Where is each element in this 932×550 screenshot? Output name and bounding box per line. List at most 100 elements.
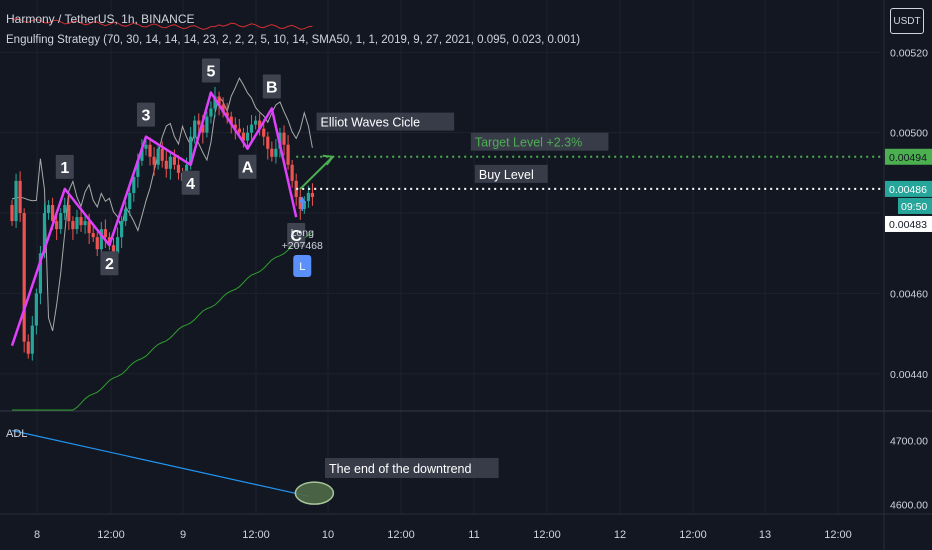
candle-body (124, 209, 128, 222)
adl-pane: The end of the downtrend (11, 429, 499, 505)
currency-button[interactable]: USDT (890, 8, 924, 34)
price-label: 0.00494 (889, 152, 927, 164)
candle-body (233, 124, 237, 129)
candle-body (42, 213, 47, 254)
wave-label: 2 (105, 256, 114, 273)
indicator-legend[interactable]: Engulfing Strategy (70, 30, 14, 14, 14, … (6, 34, 581, 46)
price-label: 0.00483 (889, 219, 927, 231)
time-tick-label: 12 (614, 529, 626, 541)
candle-body (152, 156, 156, 165)
wave-label-box (136, 102, 155, 127)
price-label: 0.00486 (889, 184, 927, 196)
candle-body (51, 205, 55, 222)
candle-body (282, 132, 286, 145)
annotation-text: Elliot Waves Cicle (321, 116, 421, 130)
candle-body (176, 164, 181, 173)
candle-body (229, 116, 233, 125)
signal-text: Long (291, 227, 315, 239)
wave-label: 3 (142, 108, 151, 125)
time-tick-label: 13 (759, 529, 771, 541)
signal-marker-box (293, 255, 312, 278)
price-tick-label: 0.00520 (890, 47, 928, 59)
time-tick-label: 12:00 (533, 529, 561, 541)
time-tick-label: 8 (34, 529, 40, 541)
candle-body (136, 160, 140, 177)
indicator-bands (11, 17, 313, 411)
candle-body (34, 293, 38, 326)
candle-body (302, 200, 306, 210)
time-tick-label: 12:00 (824, 529, 852, 541)
candle-body (217, 96, 221, 105)
time-tick-label: 12:00 (97, 529, 125, 541)
time-tick-label: 9 (180, 529, 186, 541)
candle-body (22, 213, 26, 342)
candle-body (83, 221, 87, 226)
upper-band-line (11, 17, 313, 30)
candle-body (164, 160, 168, 169)
candle-body (128, 192, 132, 210)
candle-body (270, 148, 274, 157)
candle-body (26, 341, 30, 354)
annotation-box (316, 112, 455, 131)
candle-body (71, 221, 75, 230)
adl-tick-label: 4600.00 (890, 499, 928, 511)
candle-body (290, 164, 294, 181)
candle-body (63, 205, 67, 214)
wave-label-box (181, 170, 200, 195)
price-axis[interactable]: 0.00520 0.00500 0.00460 0.00440 4700.00 4600.… (885, 47, 932, 511)
candle-body (59, 213, 63, 230)
adl-annotation-box (325, 458, 499, 478)
annotation-box (470, 132, 609, 151)
candle-body (241, 132, 246, 141)
time-tick-label: 12:00 (679, 529, 707, 541)
price-tick-label: 0.00460 (890, 288, 928, 300)
chart-title: Harmony / TetherUS, 1h, BINANCE (6, 12, 195, 26)
adl-tick-label: 4700.00 (890, 436, 928, 448)
candle-body (95, 237, 99, 250)
elliott-wave[interactable]: 1 2 3 4 5 A B C (10, 58, 306, 347)
time-tick-label: 11 (468, 529, 479, 541)
candle-body (189, 136, 193, 165)
candle-body (249, 124, 254, 133)
price-label-box (885, 215, 932, 232)
candle-body (225, 112, 229, 117)
candle-body (262, 128, 266, 137)
candle-body (148, 144, 152, 157)
candle-body (298, 196, 302, 210)
wave-label: 1 (60, 160, 69, 177)
adl-highlight-ellipse (294, 481, 335, 505)
candle-body (38, 253, 43, 294)
price-tick-label: 0.00500 (890, 128, 928, 140)
candle-body (111, 245, 116, 254)
candle-body (14, 180, 18, 222)
candle-body (205, 116, 209, 133)
candle-body (10, 205, 14, 222)
price-tick-label: 0.00440 (890, 369, 928, 381)
sma-line (11, 76, 313, 332)
adl-line (11, 429, 309, 497)
adl-annotation-text: The end of the downtrend (329, 462, 472, 476)
candle-body (120, 221, 124, 238)
time-axis[interactable]: 8 12:00 9 12:00 10 12:00 11 12:00 12 12:00 13 12:00 (34, 529, 852, 541)
candle-body (258, 120, 262, 129)
candle-body (213, 96, 217, 109)
wave-label: C (290, 228, 302, 245)
candle-body (103, 229, 107, 238)
projection-arrow-head (322, 154, 335, 166)
candle-body (140, 148, 144, 161)
annotation-text: Buy Level (479, 168, 534, 182)
annotation-text: Target Level +2.3% (475, 136, 582, 150)
wave-label-box (262, 74, 281, 99)
candle-body (201, 124, 205, 133)
wave-label: 5 (206, 63, 215, 80)
candle-body (55, 221, 59, 230)
candle-body (286, 144, 290, 165)
price-label-box (885, 180, 932, 197)
wave-path (10, 91, 298, 347)
candle-body (197, 120, 201, 125)
wave-label: A (242, 160, 254, 177)
candle-body (172, 156, 176, 165)
projection-arrow (299, 156, 334, 190)
